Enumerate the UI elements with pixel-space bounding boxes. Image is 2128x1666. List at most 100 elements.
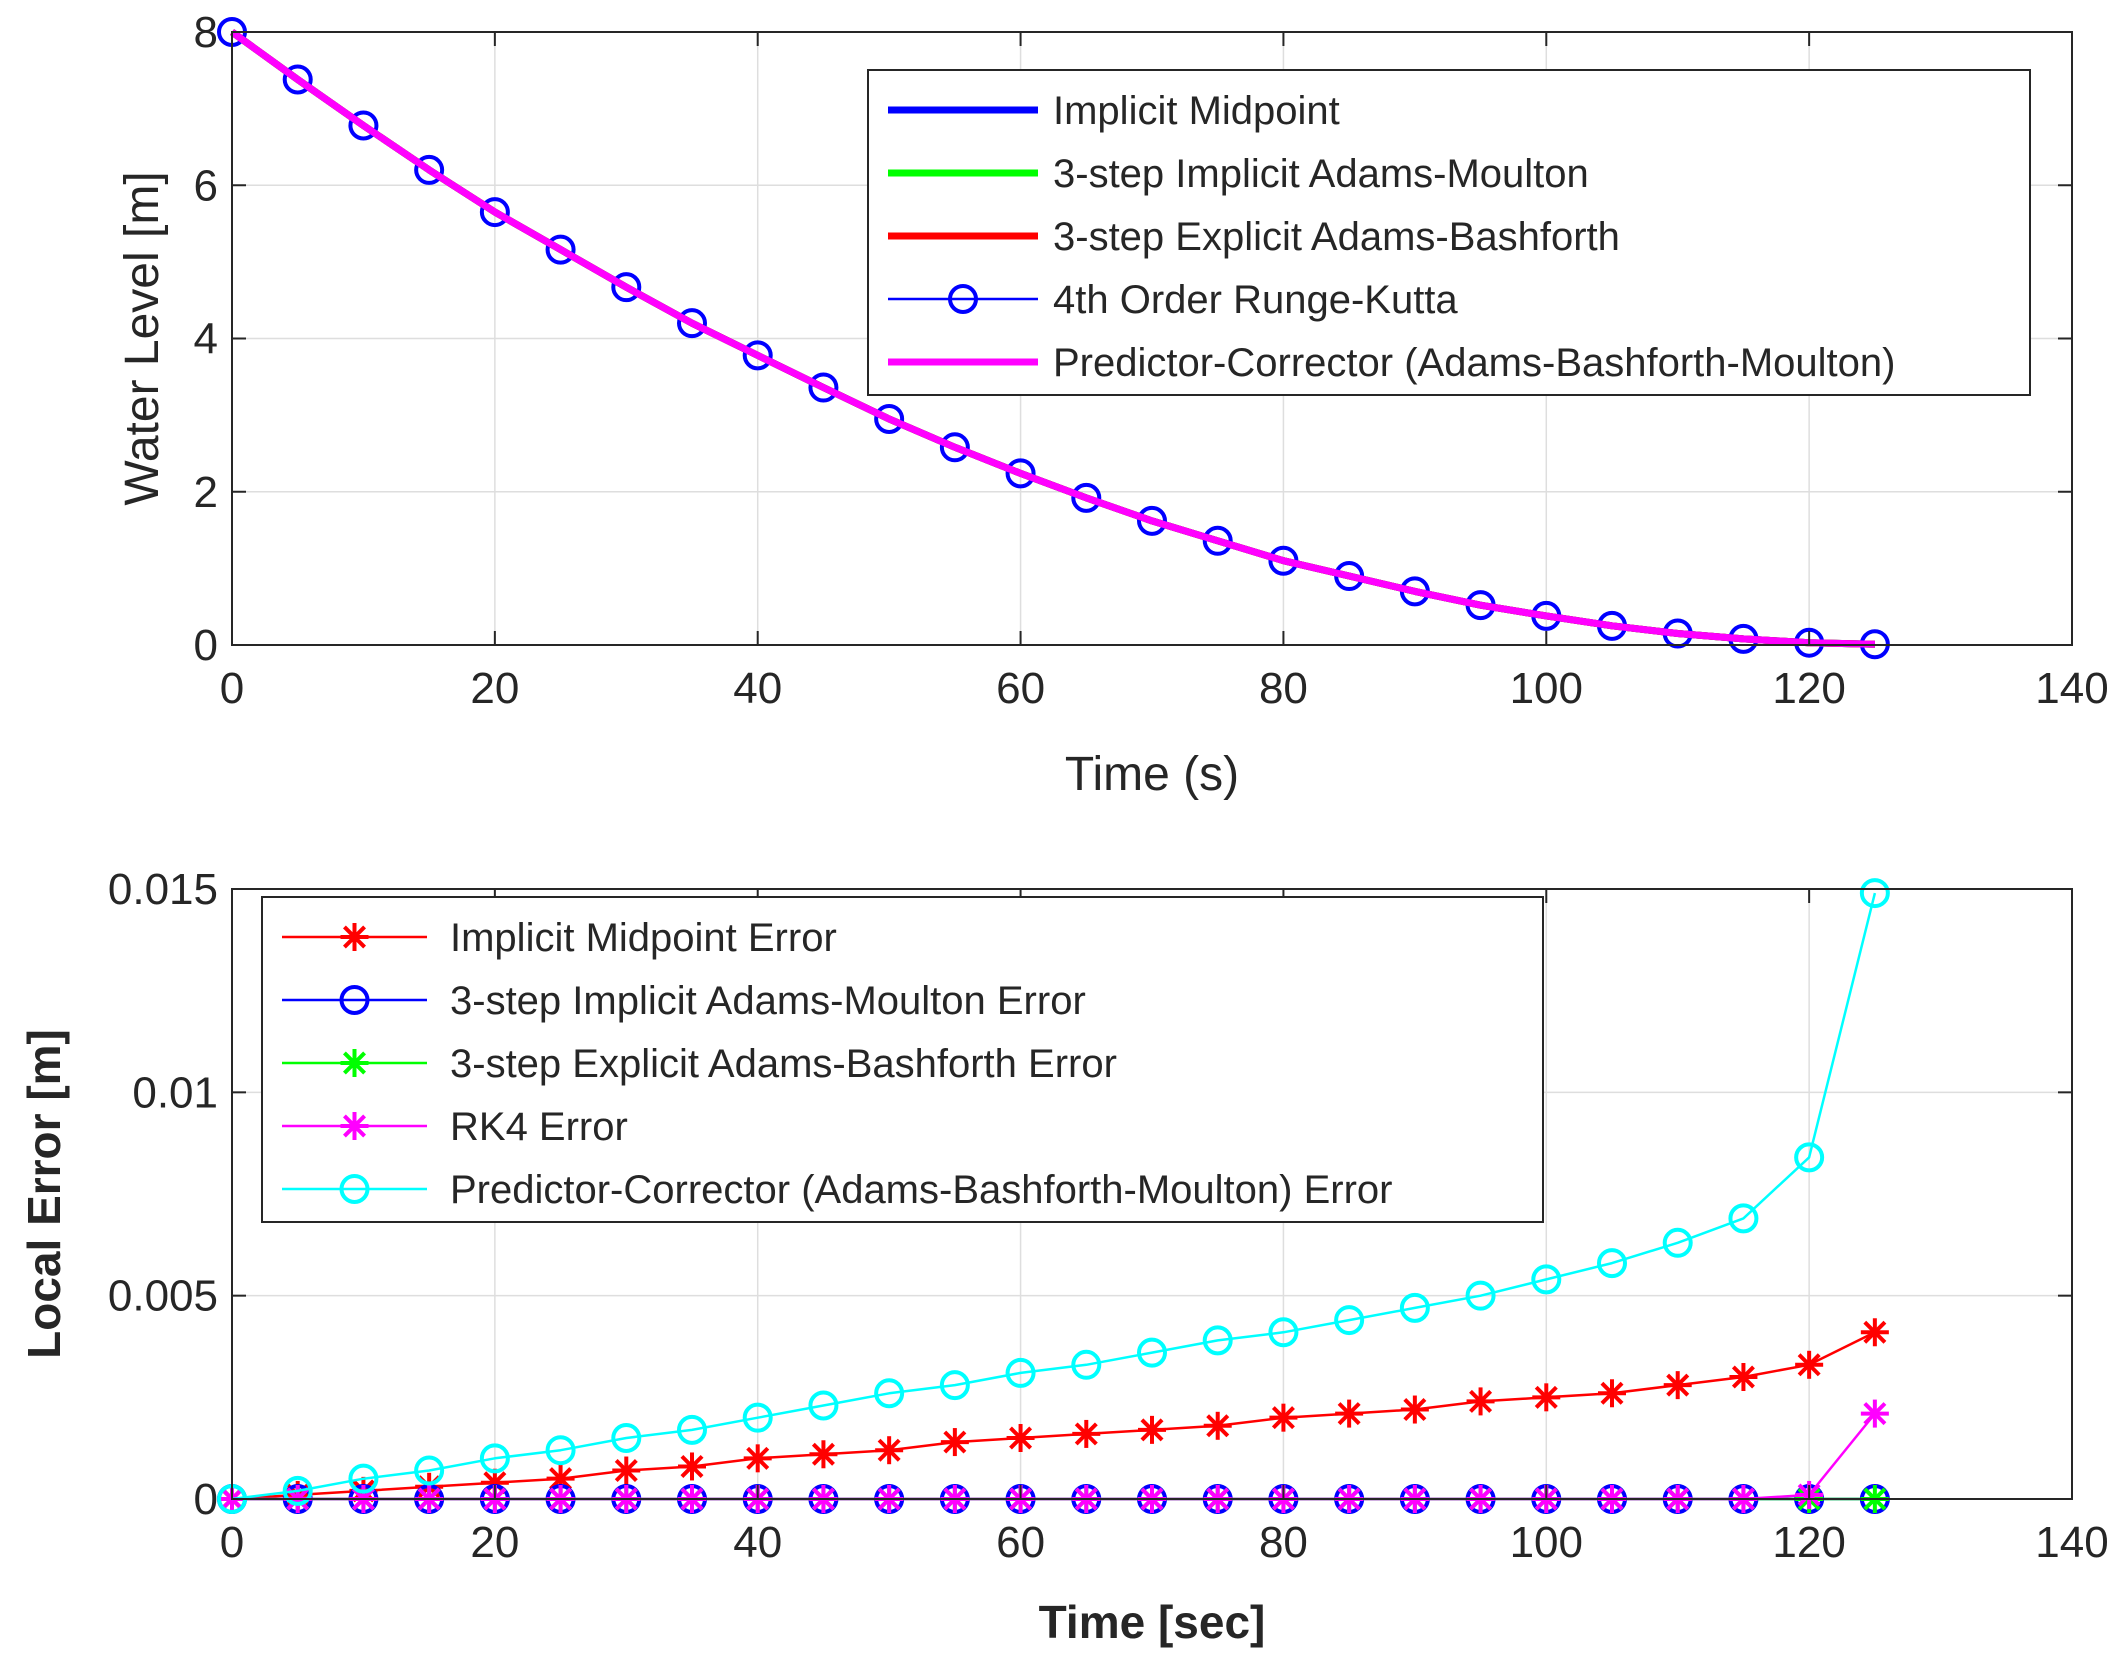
- bottom-legend-marker-implicit-midpoint-error: [340, 923, 369, 951]
- bottom-point-implicit-midpoint-error-20: [1532, 1383, 1561, 1412]
- bottom-x-tick-label: 100: [1510, 1518, 1583, 1567]
- bottom-point-predictor-corrector-adams-bashforth-moulton-error-4: [479, 1443, 510, 1474]
- bottom-legend-box: [261, 896, 1544, 1223]
- bottom-legend-label: 3-step Implicit Adams-Moulton Error: [450, 979, 1086, 1023]
- top-x-tick-label: 20: [470, 664, 519, 713]
- bottom-point-implicit-midpoint-error-19: [1466, 1387, 1495, 1416]
- bottom-y-tick-label: 0: [194, 1475, 218, 1524]
- bottom-point-predictor-corrector-adams-bashforth-moulton-error-18: [1399, 1292, 1430, 1323]
- top-legend-label: Implicit Midpoint: [1053, 89, 1340, 133]
- bottom-x-tick-label: 120: [1772, 1518, 1845, 1567]
- bottom-point-predictor-corrector-adams-bashforth-moulton-error-8: [742, 1402, 773, 1433]
- bottom-point-predictor-corrector-adams-bashforth-moulton-error-10: [874, 1378, 905, 1409]
- bottom-point-implicit-midpoint-error-6: [612, 1456, 641, 1485]
- water-level-chart: 0 20 40 60 80 100 120 140 0 2 4 6 8 Time (s) Water L…: [116, 8, 2109, 801]
- top-point-4th-order-runge-kutta-9: [808, 372, 839, 403]
- bottom-x-tick-label: 140: [2035, 1518, 2108, 1567]
- top-point-4th-order-runge-kutta-11: [939, 432, 970, 463]
- bottom-point-rk4-error-25: [1860, 1399, 1889, 1428]
- bottom-point-predictor-corrector-adams-bashforth-moulton-error-16: [1268, 1317, 1299, 1348]
- bottom-axes-frame: [231, 888, 2073, 1500]
- top-legend-entry-3-step-explicit-adams-bashforth: 3-step Explicit Adams-Bashforth: [888, 215, 1620, 259]
- bottom-point-predictor-corrector-adams-bashforth-moulton-error-11: [939, 1370, 970, 1401]
- bottom-legend-label: RK4 Error: [450, 1105, 628, 1149]
- bottom-point-implicit-midpoint-error-24: [1795, 1350, 1824, 1379]
- bottom-legend-label: Implicit Midpoint Error: [450, 916, 837, 960]
- bottom-point-predictor-corrector-adams-bashforth-moulton-error-15: [1202, 1325, 1233, 1356]
- bottom-point-predictor-corrector-adams-bashforth-moulton-error-14: [1137, 1337, 1167, 1368]
- bottom-point-implicit-midpoint-error-21: [1598, 1379, 1626, 1408]
- bottom-point-implicit-midpoint-error-17: [1335, 1399, 1364, 1428]
- bottom-point-implicit-midpoint-error-15: [1203, 1411, 1232, 1440]
- bottom-point-implicit-midpoint-error-12: [1006, 1424, 1035, 1452]
- bottom-point-predictor-corrector-adams-bashforth-moulton-error-1: [282, 1475, 313, 1506]
- top-point-4th-order-runge-kutta-2: [348, 110, 379, 141]
- bottom-x-tick-label: 0: [220, 1518, 244, 1567]
- bottom-point-implicit-midpoint-error-10: [875, 1436, 904, 1465]
- top-point-4th-order-runge-kutta-5: [545, 234, 576, 265]
- bottom-point-implicit-midpoint-error-18: [1400, 1395, 1429, 1424]
- bottom-legend-marker-rk4-error: [340, 1112, 369, 1140]
- bottom-point-implicit-midpoint-error-23: [1729, 1363, 1758, 1391]
- bottom-point-predictor-corrector-adams-bashforth-moulton-error-19: [1465, 1280, 1496, 1311]
- bottom-point-predictor-corrector-adams-bashforth-moulton-error-24: [1794, 1142, 1825, 1173]
- bottom-legend-entry-3-step-explicit-adams-bashforth-error: 3-step Explicit Adams-Bashforth Error: [282, 1042, 1117, 1086]
- top-legend-label: 3-step Explicit Adams-Bashforth: [1053, 215, 1620, 259]
- top-y-tick-label: 2: [194, 468, 218, 517]
- top-point-4th-order-runge-kutta-15: [1202, 525, 1233, 556]
- bottom-legend-entry-implicit-midpoint-error: Implicit Midpoint Error: [282, 916, 837, 960]
- bottom-legend-marker-3-step-explicit-adams-bashforth-error: [340, 1049, 369, 1077]
- top-point-4th-order-runge-kutta-14: [1137, 505, 1167, 536]
- top-point-4th-order-runge-kutta-6: [611, 272, 642, 303]
- bottom-point-predictor-corrector-adams-bashforth-moulton-error-6: [611, 1423, 642, 1453]
- bottom-point-predictor-corrector-adams-bashforth-moulton-error-25: [1859, 878, 1890, 909]
- bottom-point-implicit-midpoint-error-22: [1663, 1371, 1692, 1400]
- top-y-axis-label: Water Level [m]: [116, 171, 169, 505]
- bottom-point-predictor-corrector-adams-bashforth-moulton-error-20: [1531, 1264, 1562, 1295]
- top-x-axis-label: Time (s): [1065, 748, 1239, 801]
- bottom-point-predictor-corrector-adams-bashforth-moulton-error-21: [1597, 1248, 1627, 1279]
- bottom-legend-marker-predictor-corrector-adams-bashforth-moulton-error: [339, 1174, 370, 1204]
- bottom-legend: Implicit Midpoint Error 3-step Implicit A…: [261, 896, 1544, 1223]
- bottom-x-tick-label: 60: [996, 1518, 1045, 1567]
- top-series-predictor-corrector-adams-bashforth-moulton: [229, 29, 1875, 648]
- top-series-line-predictor-corrector-adams-bashforth-moulton: [229, 29, 1875, 648]
- bottom-point-implicit-midpoint-error-8: [743, 1444, 772, 1473]
- top-legend: Implicit Midpoint 3-step Implicit Adams-M…: [867, 69, 2031, 396]
- top-point-4th-order-runge-kutta-3: [414, 154, 445, 185]
- bottom-legend-entry-rk4-error: RK4 Error: [282, 1105, 628, 1149]
- top-point-4th-order-runge-kutta-7: [677, 308, 707, 339]
- top-x-tick-label: 140: [2035, 664, 2108, 713]
- top-x-tick-label: 60: [996, 664, 1045, 713]
- top-legend-label: 3-step Implicit Adams-Moulton: [1053, 152, 1589, 196]
- top-x-tick-label: 0: [220, 664, 244, 713]
- bottom-x-tick-label: 40: [733, 1518, 782, 1567]
- local-error-chart: 0 20 40 60 80 100 120 140 0 0.005 0.01 0.015 Time […: [18, 865, 2109, 1648]
- bottom-point-predictor-corrector-adams-bashforth-moulton-error-9: [808, 1390, 839, 1421]
- top-y-tick-label: 4: [194, 315, 218, 364]
- bottom-point-implicit-midpoint-error-13: [1072, 1419, 1101, 1448]
- bottom-point-predictor-corrector-adams-bashforth-moulton-error-2: [348, 1463, 379, 1494]
- top-legend-entry-predictor-corrector-adams-bashforth-moulton: Predictor-Corrector (Adams-Bashforth-Mou…: [888, 341, 1895, 385]
- bottom-point-predictor-corrector-adams-bashforth-moulton-error-17: [1334, 1305, 1365, 1336]
- top-y-tick-label: 6: [194, 161, 218, 210]
- bottom-point-predictor-corrector-adams-bashforth-moulton-error-12: [1005, 1357, 1036, 1388]
- top-legend-label: Predictor-Corrector (Adams-Bashforth-Mou…: [1053, 341, 1895, 385]
- top-point-4th-order-runge-kutta-10: [874, 403, 905, 434]
- bottom-point-predictor-corrector-adams-bashforth-moulton-error-3: [414, 1455, 445, 1486]
- bottom-point-implicit-midpoint-error-16: [1269, 1403, 1298, 1432]
- bottom-point-implicit-midpoint-error-14: [1138, 1415, 1166, 1444]
- bottom-y-tick-label: 0.015: [108, 865, 218, 914]
- bottom-point-implicit-midpoint-error-5: [546, 1464, 575, 1493]
- top-point-4th-order-runge-kutta-4: [479, 197, 510, 228]
- top-legend-entry-implicit-midpoint: Implicit Midpoint: [888, 89, 1340, 133]
- bottom-x-tick-label: 80: [1259, 1518, 1308, 1567]
- bottom-legend-entry-3-step-implicit-adams-moulton-error: 3-step Implicit Adams-Moulton Error: [282, 979, 1086, 1023]
- top-x-tick-label: 80: [1259, 664, 1308, 713]
- top-x-tick-label: 40: [733, 664, 782, 713]
- top-point-4th-order-runge-kutta-13: [1071, 482, 1102, 513]
- bottom-series-predictor-corrector-adams-bashforth-moulton-error: [217, 878, 1890, 1514]
- top-y-tick-label: 8: [194, 8, 218, 57]
- top-x-tick-label: 100: [1510, 664, 1583, 713]
